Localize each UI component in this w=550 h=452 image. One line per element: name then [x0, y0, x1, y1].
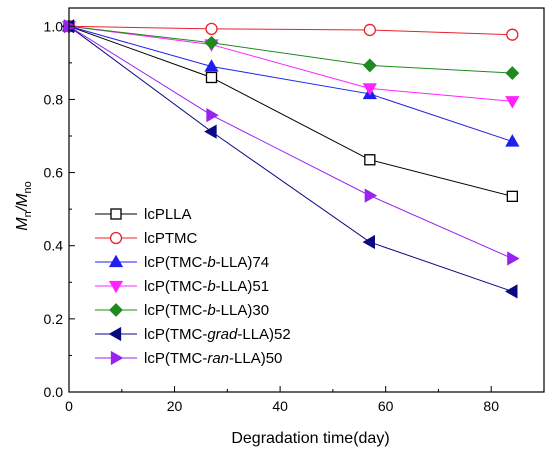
legend-marker — [109, 303, 123, 317]
legend-label-part: -LLA)50 — [229, 350, 282, 367]
data-point — [505, 96, 520, 109]
data-point — [205, 22, 218, 35]
legend-label-part: lcP(TMC- — [144, 278, 207, 295]
legend-label-part: -LLA)30 — [216, 302, 269, 319]
series-line — [68, 25, 513, 142]
plot-frame — [68, 7, 545, 393]
data-point — [506, 190, 518, 202]
legend-label: lcP(TMC-b-LLA)74 — [144, 254, 269, 271]
y-tick-label: 0.6 — [44, 165, 64, 181]
legend-item-7: lcP(TMC-ran-LLA)50 — [95, 350, 282, 367]
x-tick-label: 80 — [483, 398, 499, 414]
legend-marker — [110, 208, 122, 220]
legend-label-part: lcPTMC — [144, 230, 197, 247]
data-point — [364, 154, 376, 166]
data-point — [505, 134, 520, 147]
series-line — [68, 25, 513, 292]
data-point — [205, 71, 218, 84]
legend-label: lcP(TMC-b-LLA)51 — [144, 278, 269, 295]
legend-marker — [110, 350, 124, 366]
series-2 — [62, 20, 519, 41]
series-4 — [61, 21, 520, 109]
legend-item-3: lcP(TMC-b-LLA)74 — [95, 254, 269, 271]
legend-label-part: -LLA)74 — [216, 254, 269, 271]
x-tick-label: 60 — [378, 398, 394, 414]
series-line — [68, 25, 513, 102]
y-axis-label-slash: /M — [14, 193, 31, 212]
legend-item-6: lcP(TMC-grad-LLA)52 — [95, 326, 291, 343]
legend-label-part: lcP(TMC- — [144, 326, 207, 343]
data-point — [507, 251, 520, 266]
y-axis-label: Mn/Mno — [14, 181, 34, 230]
legend-marker — [108, 254, 124, 268]
series-layer — [61, 18, 520, 299]
data-point — [362, 58, 377, 73]
legend-label-part: grad — [207, 326, 238, 343]
legend-label-part: -LLA)51 — [216, 278, 269, 295]
y-tick-label: 0.2 — [44, 311, 64, 327]
legend-label-part: b — [207, 278, 215, 295]
legend-label-part: b — [207, 302, 215, 319]
data-point — [206, 108, 219, 123]
series-line — [68, 25, 513, 36]
y-tick-label: 0.4 — [44, 238, 64, 254]
x-tick-label: 0 — [65, 398, 73, 414]
legend: lcPLLAlcPTMClcP(TMC-b-LLA)74lcP(TMC-b-LL… — [95, 206, 291, 367]
legend-item-5: lcP(TMC-b-LLA)30 — [95, 302, 269, 319]
legend-label: lcPTMC — [144, 230, 197, 247]
legend-label: lcP(TMC-grad-LLA)52 — [144, 326, 291, 343]
legend-item-2: lcPTMC — [95, 230, 197, 247]
data-point — [505, 66, 520, 81]
data-point — [362, 234, 375, 250]
legend-label-part: ran — [207, 350, 229, 367]
legend-item-1: lcPLLA — [95, 206, 192, 223]
data-point — [505, 284, 518, 299]
legend-label-part: lcP(TMC- — [144, 254, 207, 271]
series-3 — [61, 18, 520, 147]
y-axis-label-sub1: n — [22, 211, 34, 217]
data-point — [363, 23, 376, 37]
legend-marker — [109, 231, 123, 245]
axes: 0 20 40 60 80 0.0 0.2 0.4 0.6 0.8 1.0 — [44, 7, 545, 414]
data-point — [204, 35, 219, 50]
legend-label-part: lcPLLA — [144, 206, 192, 223]
data-point — [364, 188, 378, 203]
legend-label-part: b — [207, 254, 215, 271]
data-point — [204, 124, 217, 139]
series-1 — [63, 20, 518, 202]
x-tick-label: 20 — [167, 398, 183, 414]
legend-marker — [108, 326, 122, 342]
y-axis-label-main: M — [14, 217, 31, 231]
legend-label-part: lcP(TMC- — [144, 302, 207, 319]
legend-label: lcPLLA — [144, 206, 192, 223]
legend-label-part: lcP(TMC- — [144, 350, 207, 367]
data-point — [362, 83, 377, 96]
y-tick-label: 0.8 — [44, 91, 64, 107]
series-line — [68, 25, 513, 74]
x-tick-label: 40 — [272, 398, 288, 414]
series-6 — [61, 19, 518, 299]
data-point — [204, 59, 219, 72]
data-point — [506, 28, 519, 41]
series-line — [68, 25, 513, 197]
y-axis-label-sub2: no — [22, 181, 34, 193]
y-tick-label: 1.0 — [44, 18, 64, 34]
legend-label: lcP(TMC-b-LLA)30 — [144, 302, 269, 319]
legend-marker — [108, 280, 124, 294]
legend-label: lcP(TMC-ran-LLA)50 — [144, 350, 282, 367]
series-line — [68, 25, 513, 259]
legend-item-4: lcP(TMC-b-LLA)51 — [95, 278, 269, 295]
series-7 — [63, 19, 520, 266]
legend-label-part: -LLA)52 — [237, 326, 290, 343]
y-tick-label: 0.0 — [44, 384, 64, 400]
x-axis-label: Degradation time(day) — [231, 430, 389, 447]
